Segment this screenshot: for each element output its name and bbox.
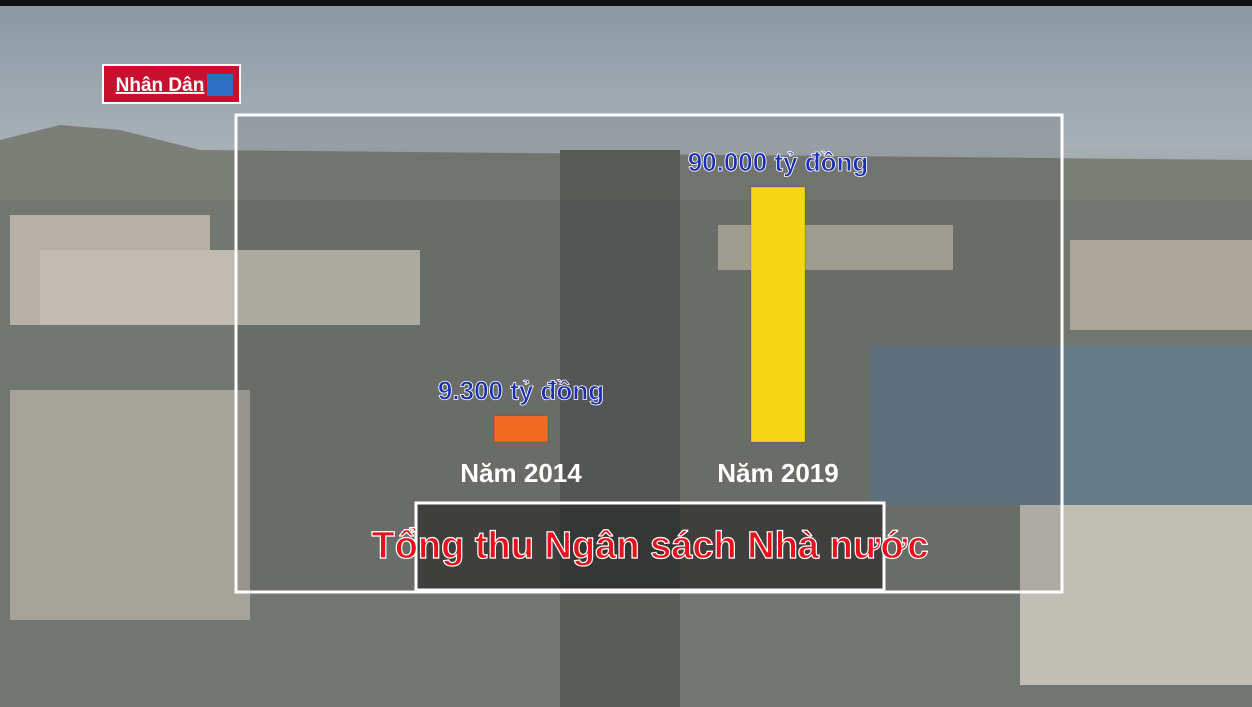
- top-border: [0, 0, 1252, 6]
- value-label: 90.000 tỷ đồng: [688, 147, 869, 177]
- bar: [751, 187, 805, 442]
- category-label: Năm 2014: [460, 458, 582, 488]
- logo-icon: [207, 74, 233, 96]
- chart-title: Tổng thu Ngân sách Nhà nước: [372, 525, 929, 567]
- bar: [494, 416, 548, 442]
- video-frame: Nhân Dân Tổng thu Ngân sách Nhà nước 9.3…: [0, 0, 1252, 707]
- logo-text: Nhân Dân: [116, 75, 205, 96]
- page: Nhân Dân Tổng thu Ngân sách Nhà nước 9.3…: [0, 0, 1252, 707]
- category-label: Năm 2019: [717, 458, 838, 488]
- value-label: 9.300 tỷ đồng: [438, 376, 604, 406]
